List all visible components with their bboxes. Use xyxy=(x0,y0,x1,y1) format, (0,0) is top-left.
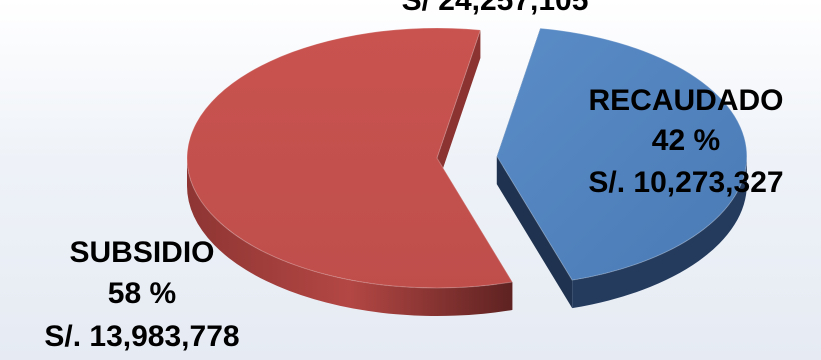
pie-slice-recaudado-side xyxy=(572,156,747,309)
pie-slice-recaudado xyxy=(496,27,748,309)
chart-title: S/ 24,257,105 xyxy=(402,0,589,17)
label-subsidio-name: SUBSIDIO xyxy=(69,236,214,269)
pie-slice-subsidio-top xyxy=(186,27,514,289)
label-subsidio: SUBSIDIO 58 % S/. 13,983,778 xyxy=(44,236,239,353)
pie-slice-subsidio-side xyxy=(186,158,513,317)
label-recaudado: RECAUDADO 42 % S/. 10,273,327 xyxy=(588,84,783,199)
label-subsidio-amount: S/. 13,983,778 xyxy=(44,320,239,353)
pie-slice-recaudado-wall-end xyxy=(496,156,573,309)
label-recaudado-name: RECAUDADO xyxy=(589,84,784,117)
label-recaudado-percent: 42 % xyxy=(652,124,720,157)
pie-slice-subsidio xyxy=(186,27,514,317)
pie-slice-recaudado-top xyxy=(496,27,748,281)
pie-slice-subsidio-wall-end xyxy=(437,29,481,187)
label-recaudado-amount: S/. 10,273,327 xyxy=(588,166,783,199)
label-subsidio-percent: 58 % xyxy=(108,277,176,310)
